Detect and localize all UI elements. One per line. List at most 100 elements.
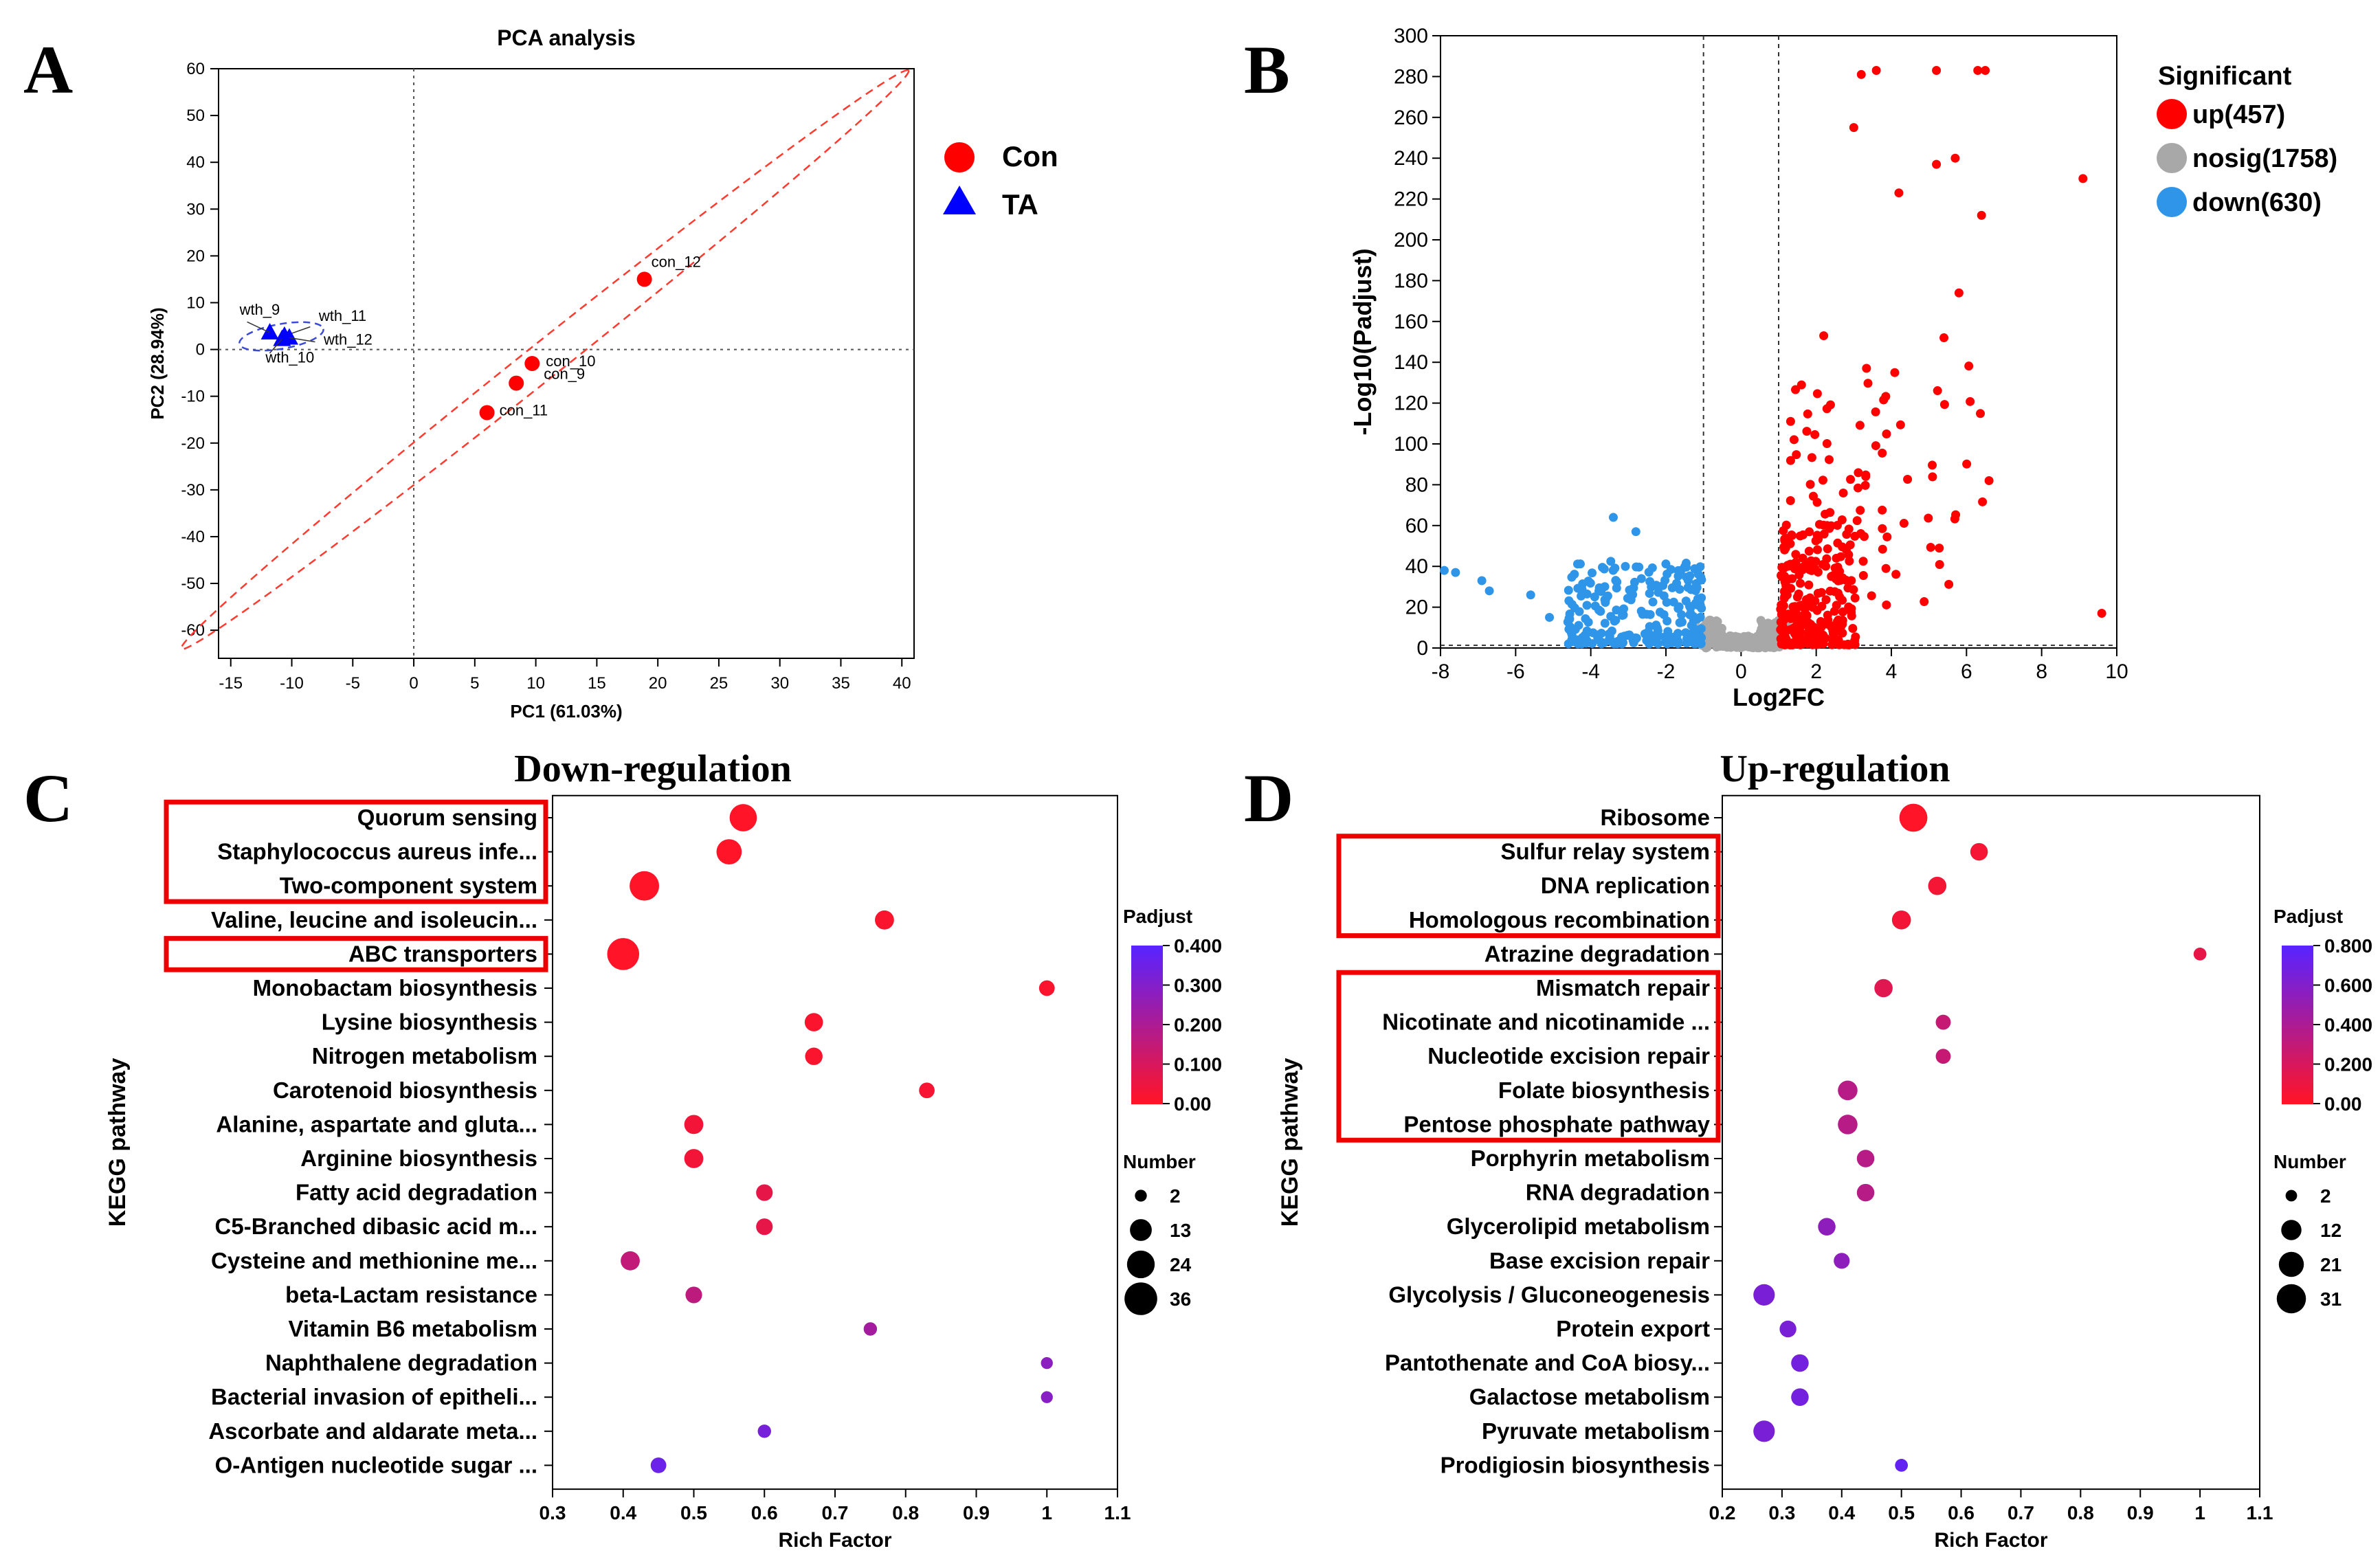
kegg-up-pathway-label: Sulfur relay system xyxy=(1501,839,1710,864)
kegg-up-color-legend-swatch xyxy=(2282,1036,2313,1041)
volcano-point-down xyxy=(1675,618,1684,627)
kegg-up-highlight-box xyxy=(1336,970,1721,1143)
kegg-up-color-legend-swatch xyxy=(2282,1009,2313,1014)
kegg-up-size-legend-marker xyxy=(2285,1189,2298,1202)
volcano-point-up xyxy=(1791,613,1801,623)
kegg-up-pathway-label: DNA replication xyxy=(1541,873,1710,898)
kegg-down-pathway-label: Bacterial invasion of epitheli... xyxy=(211,1384,537,1409)
kegg-up-color-legend-swatch xyxy=(2282,1060,2313,1065)
volcano-point-up xyxy=(1844,602,1854,612)
kegg-up-pathway-label: Prodigiosin biosynthesis xyxy=(1441,1452,1710,1477)
volcano-point-up xyxy=(1786,456,1795,465)
pca-x-tick-label: 30 xyxy=(770,674,789,693)
pca-y-tick-label: -50 xyxy=(181,574,205,593)
kegg-up-pathway-label: Pyruvate metabolism xyxy=(1482,1418,1710,1444)
kegg-up-color-legend-swatch xyxy=(2282,1016,2313,1022)
kegg-down-color-legend-swatch xyxy=(1131,1052,1163,1057)
volcano-point-down xyxy=(1692,583,1702,592)
kegg-down-color-legend-swatch xyxy=(1131,1095,1163,1101)
kegg-up-color-legend-swatch xyxy=(2282,961,2313,966)
kegg-up-x-tick-label: 0.4 xyxy=(1828,1502,1855,1523)
volcano-point-up xyxy=(1890,368,1900,377)
volcano-point-down xyxy=(1673,604,1683,614)
kegg-up-color-legend-swatch xyxy=(2282,965,2313,970)
kegg-up-color-legend-tick-label: 0.600 xyxy=(2324,975,2372,996)
volcano-point-up xyxy=(1811,557,1821,566)
volcano-point-up xyxy=(1951,510,1961,519)
pca-y-tick-label: 40 xyxy=(186,153,205,172)
pca-y-tick-label: 30 xyxy=(186,200,205,219)
volcano-point-up xyxy=(1981,65,1990,75)
volcano-point-up xyxy=(1802,427,1812,436)
kegg-up-bubble xyxy=(1856,1150,1875,1167)
kegg-up-color-legend-swatch xyxy=(2282,1095,2313,1101)
volcano-point-up xyxy=(1920,597,1929,607)
volcano-y-tick-label: 100 xyxy=(1394,433,1428,456)
volcano-point-down xyxy=(1607,626,1616,636)
kegg-up-pathway-label: Atrazine degradation xyxy=(1484,941,1710,966)
pca-x-label: PC1 (61.03%) xyxy=(510,701,622,722)
volcano-point-down xyxy=(1451,568,1460,577)
volcano-point-up xyxy=(1860,480,1870,490)
kegg-up-color-legend-swatch xyxy=(2282,1072,2313,1077)
kegg-down-pathway-label: Staphylococcus aureus infe... xyxy=(217,839,537,864)
kegg-up-bubble xyxy=(1856,1183,1875,1202)
volcano-point-down xyxy=(1439,566,1449,575)
volcano-point-up xyxy=(1819,529,1829,539)
volcano-point-up xyxy=(1977,210,1986,220)
pca-plot-frame xyxy=(218,68,915,659)
kegg-down-size-legend-marker xyxy=(1124,1282,1157,1315)
kegg-down-bubble xyxy=(684,1149,704,1168)
volcano-point-up xyxy=(1854,468,1863,478)
kegg-down-color-legend-swatch xyxy=(1131,1064,1163,1069)
kegg-up-size-legend-label: 2 xyxy=(2320,1185,2331,1207)
volcano-point-up xyxy=(1827,640,1837,649)
volcano-point-down xyxy=(1594,636,1604,645)
kegg-up-x-tick-label: 0.9 xyxy=(2127,1502,2154,1523)
volcano-point-up xyxy=(1802,610,1812,620)
volcano-point-down xyxy=(1583,617,1593,627)
kegg-down-bubble xyxy=(630,871,660,901)
volcano-x-tick-label: 0 xyxy=(1735,660,1747,683)
kegg-down-bubble xyxy=(607,938,639,970)
volcano-point-up xyxy=(1810,429,1820,439)
volcano-point-up xyxy=(1856,69,1866,79)
volcano-x-tick-label: 8 xyxy=(2036,660,2047,683)
volcano-point-down xyxy=(1696,624,1706,634)
kegg-down-bubble xyxy=(804,1013,823,1031)
kegg-down-plot-frame xyxy=(552,794,1118,1490)
volcano-point-down xyxy=(1610,616,1619,626)
volcano-legend-label: up(457) xyxy=(2192,100,2285,129)
pca-panel: PCA analysis-15 -10 -5 0 5 10 15 20 25 30 35 406050… xyxy=(147,25,1058,722)
volcano-point-up xyxy=(1966,396,1975,406)
volcano-point-up xyxy=(1819,630,1828,640)
kegg-up-pathway-label: Porphyrin metabolism xyxy=(1471,1146,1710,1171)
volcano-point-down xyxy=(1572,559,1582,569)
volcano-point-up xyxy=(1779,526,1788,535)
volcano-point-down xyxy=(1665,633,1674,643)
volcano-point-up xyxy=(1835,566,1845,576)
kegg-down-color-legend-swatch xyxy=(1131,1020,1163,1025)
volcano-point-nosig xyxy=(1707,617,1717,627)
volcano-point-down xyxy=(1617,636,1627,646)
volcano-point-up xyxy=(1817,601,1827,611)
kegg-down-color-legend-swatch xyxy=(1131,981,1163,986)
volcano-point-down xyxy=(1599,564,1609,574)
kegg-down-color-legend-swatch xyxy=(1131,1012,1163,1018)
volcano-point-up xyxy=(1878,524,1887,533)
pca-point-label: wth_12 xyxy=(323,331,372,348)
kegg-up-pathway-label: Pentose phosphate pathway xyxy=(1403,1111,1710,1137)
volcano-point-down xyxy=(1662,616,1672,626)
volcano-point-up xyxy=(1973,65,1983,75)
kegg-down-color-legend-swatch xyxy=(1131,1056,1163,1061)
kegg-up-y-label: KEGG pathway xyxy=(1277,1058,1303,1227)
pca-point-label: con_12 xyxy=(652,253,701,270)
volcano-point-down xyxy=(1586,579,1595,588)
kegg-down-bubble xyxy=(1041,1391,1053,1403)
volcano-point-up xyxy=(1878,544,1887,554)
volcano-point-down xyxy=(1618,611,1627,621)
volcano-point-up xyxy=(1843,583,1853,593)
kegg-down-pathway-label: Fatty acid degradation xyxy=(296,1180,537,1205)
kegg-down-color-legend-tick-label: 0.400 xyxy=(1174,935,1222,957)
volcano-legend-label: nosig(1758) xyxy=(2192,144,2337,173)
